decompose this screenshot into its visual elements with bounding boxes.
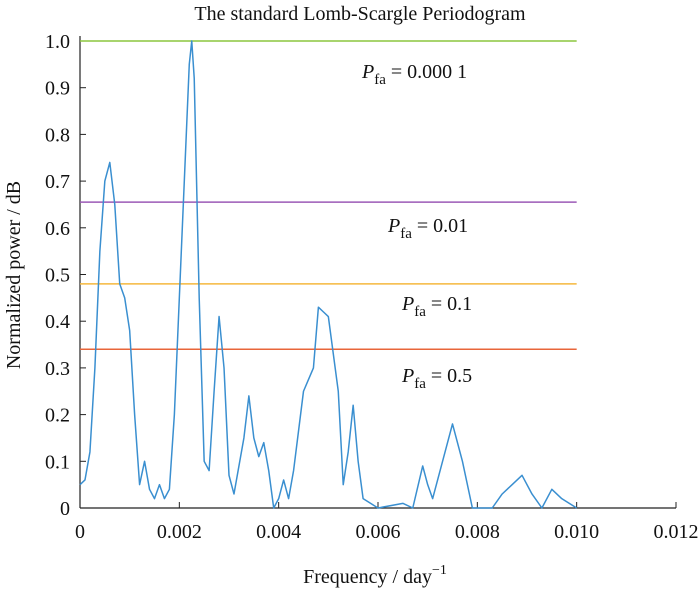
threshold-subscript: fa [374, 72, 386, 88]
x-tick-label: 0 [75, 521, 85, 543]
x-tick-label: 0.012 [654, 521, 699, 543]
y-tick-label: 0.6 [45, 218, 70, 240]
y-tick-label: 0 [60, 498, 70, 520]
x-tick-label: 0.004 [256, 521, 301, 543]
x-tick-label: 0.010 [554, 521, 599, 543]
y-tick-label: 0.1 [45, 451, 70, 473]
threshold-subscript: fa [400, 226, 412, 242]
y-tick-label: 0.9 [45, 78, 70, 100]
y-tick-label: 0.3 [45, 358, 70, 380]
y-axis-label: Normalized power / dB [3, 181, 25, 369]
threshold-symbol: P [401, 293, 414, 315]
x-axis-label-text: Frequency / day [303, 566, 432, 588]
threshold-symbol: P [401, 365, 414, 387]
y-tick-label: 0.7 [45, 171, 70, 193]
x-axis-label: Frequency / day−1 [303, 563, 447, 588]
threshold-text: = 0.5 [431, 365, 472, 387]
y-tick-label: 0.5 [45, 265, 70, 287]
y-tick-label: 0.2 [45, 405, 70, 427]
threshold-label: Pfa = 0.01 [387, 215, 468, 242]
x-tick-label: 0.008 [455, 521, 500, 543]
threshold-text: = 0.1 [431, 293, 472, 315]
data-line [79, 40, 578, 509]
threshold-subscript: fa [414, 304, 426, 320]
threshold-text: = 0.01 [417, 215, 468, 237]
y-tick-label: 1.0 [45, 31, 70, 53]
threshold-label: Pfa = 0.1 [401, 293, 472, 320]
x-axis-label-sup: −1 [432, 563, 447, 578]
threshold-symbol: P [387, 215, 400, 237]
y-tick-label: 0.4 [45, 311, 70, 333]
threshold-symbol: P [361, 61, 374, 83]
chart-title: The standard Lomb-Scargle Periodogram [194, 3, 526, 25]
threshold-text: = 0.000 1 [391, 61, 467, 83]
threshold-subscript: fa [414, 376, 426, 392]
threshold-label: Pfa = 0.5 [401, 365, 472, 392]
x-tick-label: 0.006 [356, 521, 401, 543]
y-tick-label: 0.8 [45, 124, 70, 146]
x-tick-label: 0.002 [157, 521, 202, 543]
threshold-label: Pfa = 0.000 1 [361, 61, 467, 88]
